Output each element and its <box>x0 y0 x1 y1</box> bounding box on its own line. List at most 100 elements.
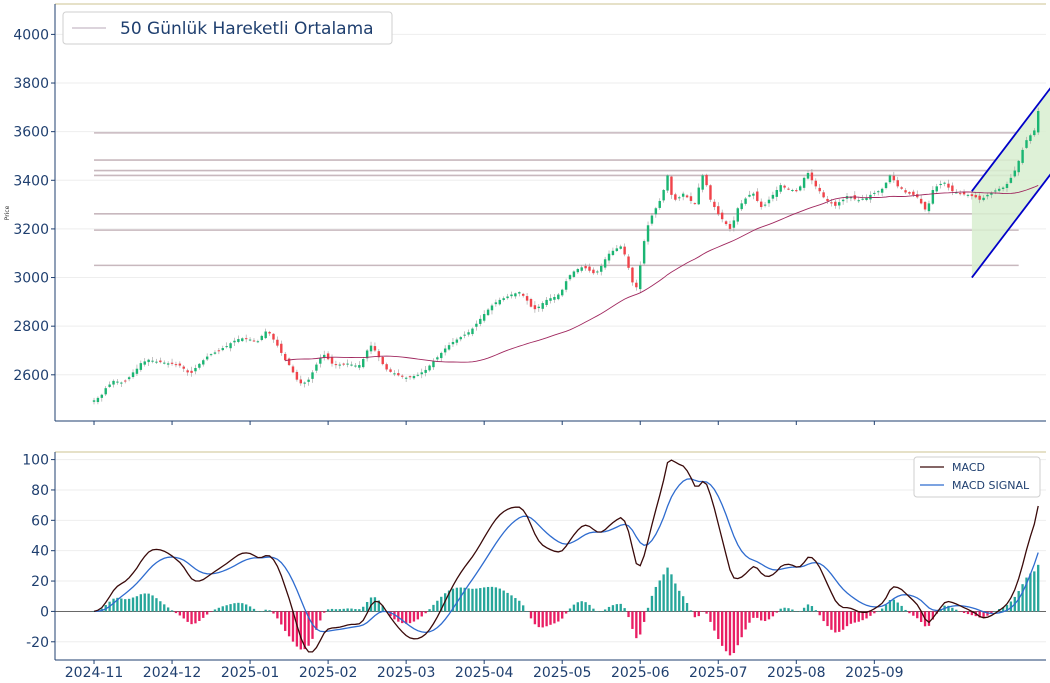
histogram-bar <box>178 611 182 616</box>
histogram-bar <box>1005 605 1009 612</box>
histogram-bar <box>1009 601 1013 612</box>
candle-body <box>806 172 810 179</box>
histogram-bar <box>767 611 771 620</box>
histogram-bar <box>849 611 853 624</box>
candle-body <box>432 361 435 368</box>
candle-body <box>701 175 704 190</box>
histogram-bar <box>225 605 228 612</box>
candle-body <box>810 172 814 181</box>
price-tick-label: 3600 <box>13 125 49 141</box>
histogram-bar <box>303 611 306 650</box>
candle-body <box>369 345 373 352</box>
candle-body <box>151 360 154 362</box>
histogram-bar <box>713 611 716 631</box>
histogram-bar <box>506 592 509 612</box>
legend-signal-label: MACD SIGNAL <box>952 479 1030 492</box>
histogram-bar <box>549 611 552 625</box>
macd-y-ticks: -20 0 20 40 60 80 100 <box>22 453 55 651</box>
histogram-bar <box>861 611 864 621</box>
candle-body <box>412 376 416 379</box>
histogram-bar <box>744 611 747 630</box>
histogram-bar <box>717 611 720 640</box>
candle-body <box>525 296 529 301</box>
histogram-bar <box>116 597 119 612</box>
histogram-bar <box>330 608 334 612</box>
histogram-bar <box>416 611 420 620</box>
horizontal-levels <box>94 132 1019 267</box>
histogram-bar <box>514 598 517 612</box>
macd-x-ticks: 2024-11 2024-12 2025-01 2025-02 2025-03 2025-… <box>65 660 904 681</box>
histogram-bar <box>323 611 326 613</box>
candle-body <box>791 190 794 192</box>
candle-body <box>143 361 146 365</box>
candle-body <box>416 374 420 376</box>
candle-body <box>443 348 447 353</box>
candle-body <box>689 196 693 201</box>
channel-fill <box>971 88 1050 278</box>
candle-body <box>1013 170 1016 177</box>
candle-body <box>139 363 143 370</box>
candle-body <box>908 192 911 194</box>
candle-body <box>190 370 193 373</box>
candle-body <box>100 394 104 398</box>
histogram-bar <box>479 588 482 612</box>
histogram-bar <box>607 606 611 612</box>
candle-body <box>639 265 642 290</box>
candle-body <box>740 203 743 210</box>
candle-body <box>997 188 1001 191</box>
candle-body <box>213 352 217 354</box>
histogram-bar <box>884 604 888 612</box>
price-tick-label: 2800 <box>13 319 49 335</box>
histogram-bar <box>428 609 431 612</box>
candle-body <box>955 192 958 194</box>
histogram-bar <box>873 611 876 614</box>
histogram-bar <box>135 596 139 612</box>
candle-body <box>927 203 931 212</box>
histogram-bar <box>490 586 494 612</box>
histogram-bar <box>650 595 654 612</box>
candle-body <box>783 185 786 188</box>
histogram-bar <box>362 606 365 612</box>
histogram-bar <box>806 604 810 612</box>
candle-body <box>756 191 759 201</box>
histogram-bar <box>299 611 302 650</box>
candle-body <box>779 185 782 192</box>
histogram-bar <box>947 605 950 612</box>
histogram-bar <box>127 598 131 612</box>
candle-body <box>720 212 724 220</box>
candle-body <box>295 371 299 380</box>
candle-body <box>241 338 244 342</box>
histogram-bar <box>869 611 872 616</box>
histogram-bar <box>147 593 150 612</box>
histogram-bar <box>662 574 665 612</box>
candle-body <box>982 197 985 201</box>
histogram-bar <box>623 608 626 612</box>
candle-body <box>198 363 201 368</box>
macd-tick-label: 40 <box>31 544 49 560</box>
candle-body <box>447 345 451 350</box>
price-panel: 2600 2800 3000 3200 3400 3600 3800 4000 Price 5… <box>4 3 1050 425</box>
candle-body <box>131 372 135 378</box>
macd-tick-label: 0 <box>40 604 49 620</box>
histogram-bar <box>900 605 903 612</box>
histogram-bar <box>994 611 997 612</box>
histogram-bar <box>174 611 178 614</box>
candle-body <box>358 365 361 368</box>
candle-body <box>291 366 295 373</box>
histogram-bar <box>678 590 681 612</box>
histogram-bar <box>182 611 185 619</box>
candle-body <box>635 282 638 288</box>
candle-body <box>880 188 884 193</box>
histogram-bar <box>814 610 817 612</box>
candle-body <box>935 186 938 192</box>
histogram-bar <box>463 587 466 612</box>
candle-body <box>884 182 888 189</box>
histogram-bar <box>596 611 599 612</box>
histogram-bar <box>537 611 540 628</box>
histogram-bar <box>467 588 470 612</box>
macd-tick-label: 60 <box>31 513 49 529</box>
macd-tick-label: 20 <box>31 574 49 590</box>
candle-body <box>951 185 954 192</box>
